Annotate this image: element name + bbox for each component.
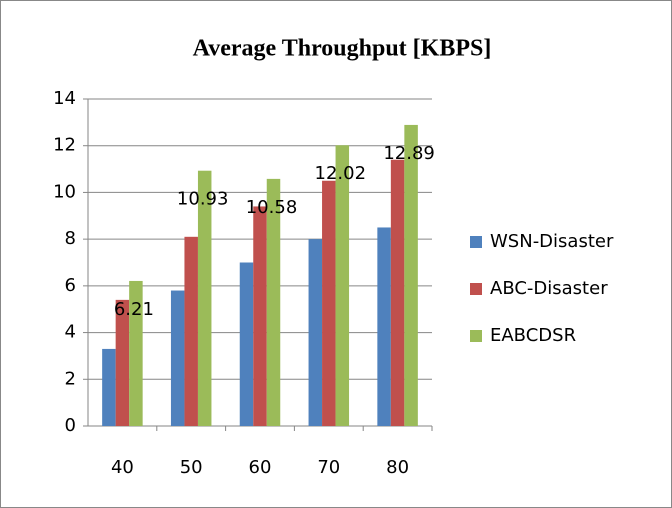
bar [266, 178, 281, 426]
bar [129, 280, 143, 426]
data-label: 10.58 [246, 197, 298, 218]
legend-swatch [470, 236, 482, 248]
x-tick-label: 50 [180, 457, 203, 478]
bar [404, 124, 418, 427]
bar [335, 145, 350, 427]
bar [390, 159, 405, 426]
legend-label: ABC-Disaster [490, 278, 608, 299]
data-label: 10.93 [177, 189, 229, 210]
y-tick-label: 12 [53, 135, 76, 156]
x-tick-label: 40 [111, 457, 134, 478]
bar [115, 299, 130, 426]
y-tick-label: 10 [53, 181, 76, 202]
legend-swatch [470, 330, 482, 342]
y-tick-label: 14 [53, 88, 76, 109]
legend-label: WSN-Disaster [490, 231, 614, 252]
data-label: 12.02 [315, 163, 367, 184]
bar [377, 227, 391, 426]
bar [197, 170, 212, 426]
x-tick-label: 70 [317, 457, 340, 478]
bar [322, 180, 336, 426]
legend-swatch [470, 283, 482, 295]
bar [239, 262, 254, 426]
y-tick-label: 0 [65, 415, 76, 436]
x-tick-label: 60 [249, 457, 272, 478]
bar [170, 290, 185, 426]
legend-label: EABCDSR [490, 325, 576, 346]
y-tick-label: 2 [65, 368, 76, 389]
y-tick-label: 8 [65, 228, 76, 249]
chart-title: Average Throughput [KBPS] [193, 36, 492, 62]
x-tick-label: 80 [386, 457, 409, 478]
data-label: 12.89 [383, 143, 435, 164]
bar [102, 348, 116, 426]
bar [184, 236, 198, 426]
y-tick-label: 4 [65, 322, 76, 343]
bar [253, 206, 267, 426]
data-label: 6.21 [114, 299, 154, 320]
y-tick-label: 6 [65, 275, 76, 296]
bar [308, 239, 323, 426]
